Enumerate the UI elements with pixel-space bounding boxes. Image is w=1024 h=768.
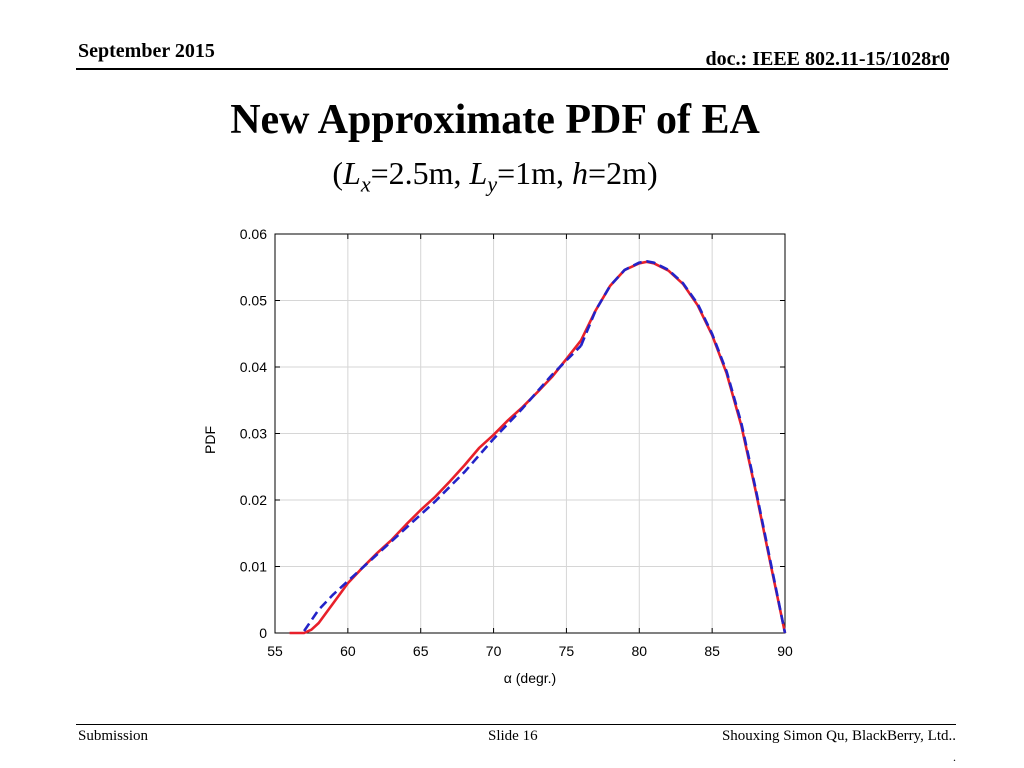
series-lines [289, 260, 787, 635]
y-tick-label: 0.06 [240, 226, 267, 242]
x-tick-label: 55 [267, 643, 283, 659]
x-tick-label: 90 [777, 643, 793, 659]
approx-pdf-dashed-line [579, 260, 787, 634]
subtitle-ly-val: =1m, [497, 155, 573, 191]
y-tick-label: 0.04 [240, 359, 267, 375]
x-tick-label: 80 [631, 643, 647, 659]
x-tick-label: 60 [340, 643, 356, 659]
y-tick-label: 0 [259, 625, 267, 641]
subtitle-ly-sub: y [487, 171, 498, 197]
y-tick-label: 0.02 [240, 492, 267, 508]
y-axis-label: PDF [202, 426, 218, 454]
header-divider [76, 68, 948, 70]
subtitle-open: ( [332, 155, 344, 191]
x-tick-label: 75 [559, 643, 575, 659]
header-date: September 2015 [78, 40, 215, 62]
header-doc-id: doc.: IEEE 802.11-15/1028r0 [705, 48, 950, 70]
subtitle-lx-sub: x [360, 171, 371, 197]
footer-slide-number: Slide 16 [488, 728, 538, 744]
slide-subtitle: (Lx=2.5m, Ly=1m, h=2m) [0, 155, 990, 197]
y-tick-label: 0.05 [240, 293, 267, 309]
x-axis-label: α (degr.) [504, 670, 556, 686]
x-tick-label: 70 [486, 643, 502, 659]
y-tick-label: 0.01 [240, 559, 267, 575]
footer-author: Shouxing Simon Qu, BlackBerry, Ltd.. [721, 728, 956, 744]
footer-divider [76, 724, 956, 725]
footer-dot: . [953, 750, 956, 764]
slide-title: New Approximate PDF of EA [230, 97, 760, 143]
x-tick-label: 85 [704, 643, 720, 659]
subtitle-ly-var: L [469, 155, 488, 191]
subtitle-h-val: =2m) [588, 155, 658, 191]
y-tick-label: 0.03 [240, 426, 267, 442]
grid-lines [275, 234, 785, 633]
subtitle-h-var: h [572, 155, 589, 191]
axis-ticks: 55 60 65 70 75 80 85 90 0 0.01 0.02 0.03 0.04 0.05 0.0… [240, 226, 793, 659]
approx-pdf-dashed-line [303, 344, 582, 632]
subtitle-lx-var: L [343, 155, 361, 191]
subtitle-lx-val: =2.5m, [370, 155, 470, 191]
x-tick-label: 65 [413, 643, 429, 659]
footer-submission: Submission [78, 728, 149, 744]
